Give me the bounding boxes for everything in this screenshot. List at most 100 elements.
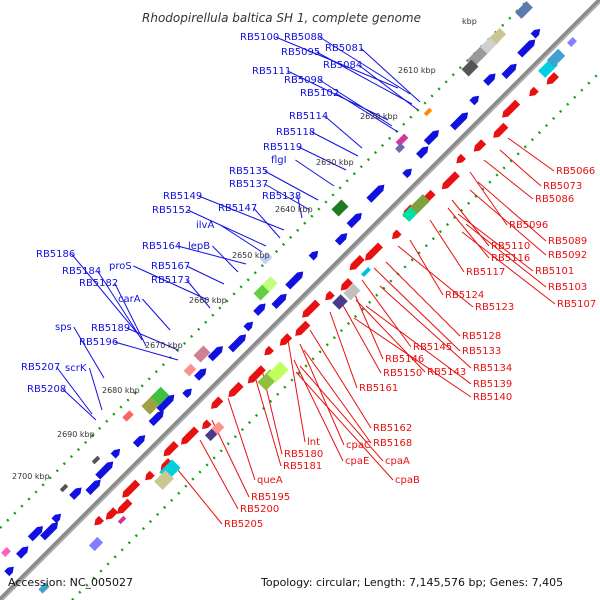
forward-gene-arrow xyxy=(51,513,62,524)
forward-gene-label: RB5098 xyxy=(284,75,323,86)
forward-gene-arrow xyxy=(16,546,29,559)
feature-box xyxy=(361,267,371,277)
forward-gene-leader xyxy=(360,47,421,103)
reverse-gene-arrow xyxy=(264,345,274,356)
forward-gene-leader xyxy=(71,253,139,335)
forward-gene-leader xyxy=(319,79,393,127)
forward-gene-label: ilvA xyxy=(196,220,214,231)
feature-box xyxy=(38,582,50,594)
forward-gene-leader xyxy=(316,51,413,105)
reverse-gene-leader xyxy=(255,379,282,467)
reverse-gene-arrow xyxy=(546,72,559,85)
reverse-gene-label: RB5110 xyxy=(491,241,530,252)
reverse-gene-arrow xyxy=(529,86,539,97)
feature-box xyxy=(395,133,409,147)
forward-gene-label: scrK xyxy=(65,363,87,374)
forward-gene-leader xyxy=(114,282,147,347)
forward-gene-label: RB5207 xyxy=(21,362,60,373)
reverse-gene-arrow xyxy=(247,365,266,384)
forward-gene-arrow xyxy=(402,168,412,179)
reverse-gene-leader xyxy=(199,439,239,510)
forward-gene-leader xyxy=(220,224,263,253)
reverse-gene-label: RB5073 xyxy=(543,181,582,192)
reverse-gene-leader xyxy=(361,279,412,348)
reverse-gene-arrow xyxy=(441,171,460,190)
forward-gene-leader xyxy=(62,388,97,421)
reverse-gene-arrow xyxy=(295,320,311,336)
reverse-gene-label: RB5168 xyxy=(373,438,412,449)
forward-gene-arrow xyxy=(530,28,541,39)
reverse-gene-leader xyxy=(447,207,490,259)
reverse-gene-label: queA xyxy=(257,475,283,486)
forward-gene-arrow xyxy=(346,212,362,229)
forward-gene-label: proS xyxy=(109,261,132,272)
forward-gene-leader xyxy=(198,195,285,231)
feature-box xyxy=(410,194,430,214)
forward-gene-arrow xyxy=(366,184,385,203)
feature-box xyxy=(461,59,479,77)
forward-gene-arrow xyxy=(308,250,319,261)
forward-gene-arrow xyxy=(27,526,44,542)
reverse-gene-arrow xyxy=(163,441,179,457)
forward-gene-leader xyxy=(187,209,267,247)
forward-gene-leader xyxy=(126,327,179,351)
reverse-gene-arrow xyxy=(392,229,402,240)
forward-gene-arrow xyxy=(285,271,304,290)
forward-gene-arrow xyxy=(517,39,536,58)
scale-label: 2640 kbp xyxy=(275,205,313,214)
forward-gene-label: lepB xyxy=(188,241,210,252)
scale-label: 2660 kbp xyxy=(189,296,227,305)
forward-gene-label: RB5118 xyxy=(276,127,315,138)
reverse-gene-leader xyxy=(461,231,556,305)
reverse-gene-arrow xyxy=(325,290,335,301)
forward-gene-label: RB5184 xyxy=(62,266,101,277)
forward-gene-label: sps xyxy=(55,322,72,333)
reverse-gene-leader xyxy=(457,213,534,272)
reverse-gene-leader xyxy=(353,317,472,398)
forward-gene-arrow xyxy=(253,303,266,316)
scale-label: 2680 kbp xyxy=(102,386,140,395)
reverse-gene-leader xyxy=(499,149,542,187)
reverse-gene-label: RB5107 xyxy=(557,299,596,310)
forward-gene-label: RB5152 xyxy=(152,205,191,216)
feature-box xyxy=(262,276,278,292)
scale-label: 2610 kbp xyxy=(398,66,436,75)
forward-gene-leader xyxy=(253,207,281,239)
forward-gene-arrow xyxy=(271,293,287,309)
forward-gene-leader xyxy=(358,64,419,111)
scale-label: 2630 kbp xyxy=(316,158,354,167)
feature-box xyxy=(395,143,405,153)
feature-box xyxy=(343,283,361,301)
reverse-gene-leader xyxy=(483,159,534,200)
forward-gene-label: RB5137 xyxy=(229,179,268,190)
forward-gene-label: RB5138 xyxy=(262,191,301,202)
accession-text: Accession: NC_005027 xyxy=(8,576,133,589)
reverse-gene-label: RB5150 xyxy=(383,368,422,379)
forward-gene-label: RB5167 xyxy=(151,261,190,272)
tick-row-inner xyxy=(71,71,600,600)
feature-box xyxy=(1,547,11,557)
reverse-gene-label: RB5101 xyxy=(535,266,574,277)
forward-gene-leader xyxy=(88,367,103,411)
forward-gene-leader xyxy=(297,195,303,219)
forward-gene-leader xyxy=(319,36,411,95)
reverse-gene-label: RB5145 xyxy=(413,342,452,353)
reverse-gene-label: RB5161 xyxy=(359,383,398,394)
feature-box xyxy=(91,455,101,465)
reverse-gene-arrow xyxy=(340,278,353,291)
forward-gene-arrow xyxy=(228,334,247,353)
forward-gene-leader xyxy=(287,70,389,121)
forward-gene-label: RB5189 xyxy=(91,323,130,334)
feature-box xyxy=(150,386,170,406)
reverse-gene-leader xyxy=(409,239,444,296)
reverse-gene-label: RB5143 xyxy=(427,367,466,378)
forward-gene-arrow xyxy=(110,448,121,459)
forward-gene-arrow xyxy=(182,388,192,399)
reverse-gene-leader xyxy=(227,397,256,481)
forward-gene-label: RB5173 xyxy=(151,275,190,286)
forward-gene-arrow xyxy=(416,146,429,159)
feature-box xyxy=(211,421,225,435)
feature-box xyxy=(423,107,433,117)
forward-gene-leader xyxy=(264,170,319,201)
